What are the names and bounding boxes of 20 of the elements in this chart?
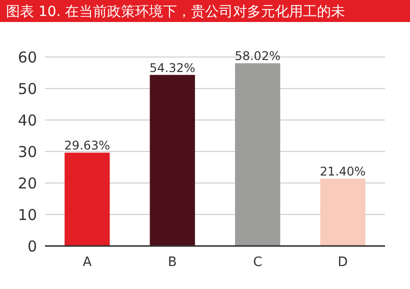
bar [320, 178, 366, 246]
bar [150, 74, 195, 246]
chart-title: 图表 10. 在当前政策环境下，贵公司对多元化用工的未 [6, 4, 346, 20]
y-tick-label: 20 [18, 174, 37, 192]
x-tick-label: B [168, 255, 177, 270]
bar [64, 152, 110, 246]
y-tick-label: 30 [18, 142, 37, 161]
x-tick-label: C [253, 255, 262, 270]
y-tick-label: 10 [18, 206, 37, 224]
x-tick-label: A [82, 255, 92, 270]
y-tick-label: 50 [18, 80, 37, 98]
y-tick-label: 40 [18, 111, 37, 130]
data-label: 21.40% [320, 164, 366, 179]
y-tick-label: 0 [27, 237, 37, 256]
bar [235, 63, 280, 246]
data-label: 58.02% [234, 49, 280, 64]
data-label: 54.32% [150, 60, 196, 75]
y-tick-label: 60 [18, 48, 37, 66]
x-tick-label: D [338, 255, 348, 270]
data-label: 29.63% [64, 138, 110, 153]
